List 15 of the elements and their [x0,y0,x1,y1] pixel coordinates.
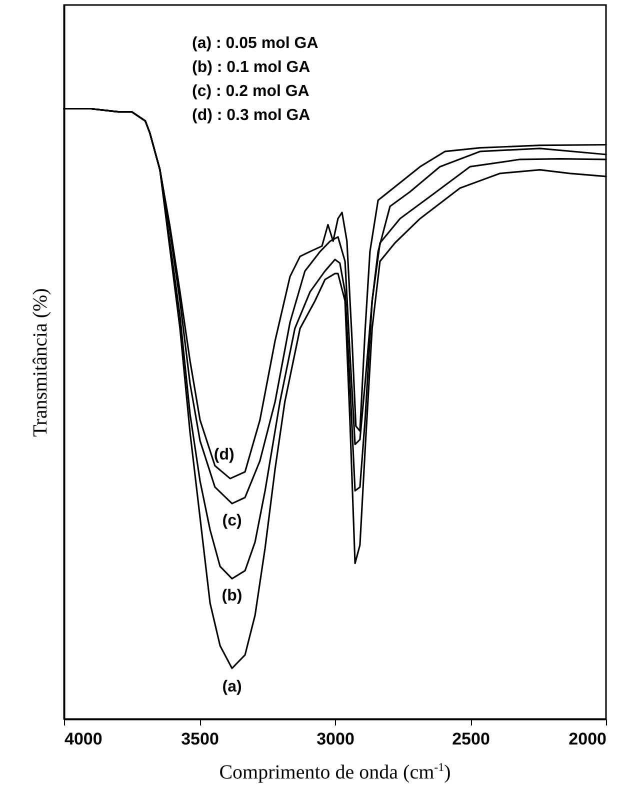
text: (a) : 0.05 mol GA [192,35,319,52]
y-axis-title: Transmitância (%) [30,288,52,437]
x-tick-label: 2500 [452,730,490,748]
x-tick-label: 3500 [181,730,219,748]
series-label: (c) [222,512,242,530]
x-tick-label: 4000 [64,730,102,748]
text: (c) : 0.2 mol GA [192,83,310,100]
x-tick-label: 3000 [316,730,354,748]
series-label: (d) [214,446,234,464]
annotation: (d) : 0.3 mol GA [192,107,311,124]
series-label: (b) [222,588,242,605]
text: (b) : 0.1 mol GA [192,59,311,76]
x-axis-title: Comprimento de onda (cm$^{-1}$) [218,760,452,785]
x-tick-label: 2000 [568,730,606,748]
series-label: (a) [222,678,242,696]
